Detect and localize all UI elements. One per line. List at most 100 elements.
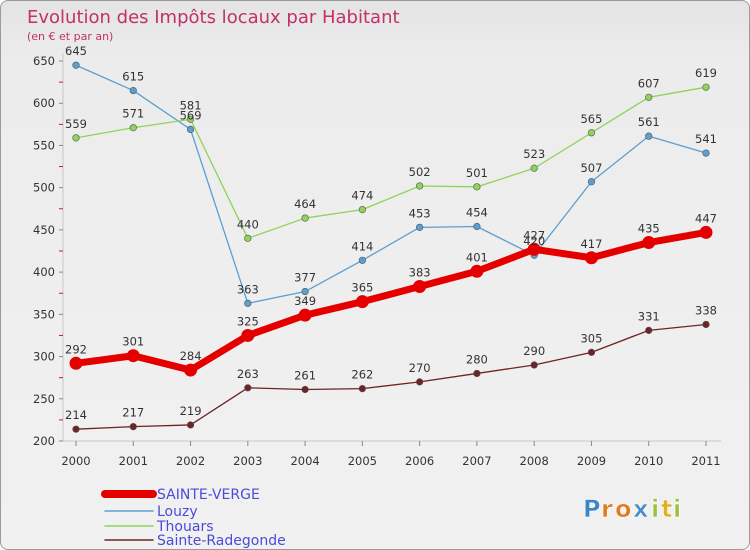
data-point-series-1 — [645, 132, 653, 140]
data-label: 280 — [466, 352, 488, 366]
y-tick-label: 400 — [33, 265, 55, 279]
data-point-series-3 — [129, 423, 137, 431]
data-point-series-2 — [645, 93, 653, 101]
data-point-series-2 — [473, 183, 481, 191]
data-label: 507 — [580, 161, 602, 175]
y-tick-label: 650 — [33, 54, 55, 68]
x-tick-label: 2011 — [691, 454, 720, 468]
data-label: 474 — [351, 189, 373, 203]
x-tick-label: 2000 — [61, 454, 90, 468]
logo-letter: t — [661, 495, 672, 523]
data-point-series-1 — [702, 149, 710, 157]
data-point-series-0 — [69, 356, 83, 370]
data-point-series-0 — [527, 242, 541, 256]
data-label: 523 — [523, 147, 545, 161]
logo-letter: r — [601, 495, 613, 523]
data-point-series-3 — [72, 425, 80, 433]
data-point-series-3 — [645, 326, 653, 334]
data-point-series-3 — [473, 369, 481, 378]
data-label: 365 — [351, 281, 373, 295]
axes: 200 250 300 350 400 450 500 550 600 650 2000 2001 20… — [33, 53, 721, 468]
y-tick-label: 550 — [33, 138, 55, 152]
data-label: 377 — [294, 271, 316, 285]
data-label: 619 — [695, 66, 717, 80]
y-tick-label: 600 — [33, 96, 55, 110]
data-point-series-3 — [358, 385, 366, 393]
data-label: 414 — [351, 239, 373, 253]
data-label: 263 — [237, 367, 259, 381]
data-label: 541 — [695, 132, 717, 146]
data-point-series-3 — [416, 378, 424, 386]
chart-title: Evolution des Impôts locaux par Habitant — [27, 7, 400, 28]
data-label: 645 — [65, 44, 87, 58]
x-tick-label: 2001 — [119, 454, 148, 468]
data-label: 501 — [466, 166, 488, 180]
data-label: 270 — [409, 361, 431, 375]
data-label: 338 — [695, 303, 717, 317]
data-point-series-0 — [241, 328, 255, 342]
y-tick-label: 250 — [33, 392, 55, 406]
x-tick-label: 2007 — [462, 454, 491, 468]
data-labels: 292 301 284 325 349 365 383 401 427 417 435 447 645 6… — [65, 44, 717, 422]
data-label: 420 — [523, 234, 545, 248]
data-point-series-0 — [642, 236, 656, 250]
data-label: 427 — [523, 228, 545, 242]
data-point-series-1 — [416, 223, 424, 231]
x-tick-label: 2009 — [577, 454, 606, 468]
data-point-series-0 — [699, 225, 713, 239]
data-point-series-2 — [244, 234, 252, 242]
data-label: 417 — [580, 237, 602, 251]
data-point-series-2 — [587, 129, 596, 137]
data-point-series-2 — [186, 115, 195, 123]
data-point-series-2 — [72, 134, 80, 142]
data-label: 464 — [294, 197, 316, 211]
data-point-series-0 — [355, 295, 369, 309]
data-label: 217 — [122, 406, 144, 420]
data-point-series-2 — [702, 83, 710, 91]
data-point-series-2 — [358, 206, 366, 214]
data-point-series-0 — [584, 251, 598, 265]
x-tick-label: 2004 — [290, 454, 319, 468]
x-tick-label: 2008 — [520, 454, 549, 468]
logo-letter: x — [633, 495, 649, 523]
data-point-series-1 — [129, 86, 137, 95]
y-tick-label: 500 — [33, 181, 55, 195]
data-point-series-1 — [244, 299, 252, 307]
data-point-series-2 — [301, 214, 309, 222]
legend-label: Louzy — [157, 504, 198, 520]
x-tick-label: 2006 — [405, 454, 434, 468]
data-label: 581 — [180, 98, 202, 112]
data-label: 502 — [409, 165, 431, 179]
data-point-series-0 — [413, 279, 427, 293]
data-point-series-2 — [416, 182, 424, 190]
data-point-series-1 — [186, 125, 195, 133]
data-label: 301 — [122, 335, 144, 349]
data-label: 454 — [466, 206, 488, 220]
data-label: 284 — [180, 349, 202, 363]
data-label: 607 — [638, 76, 660, 90]
data-point-series-0 — [298, 308, 312, 322]
data-label: 363 — [237, 282, 259, 296]
data-label: 325 — [237, 314, 259, 328]
data-point-series-1 — [72, 61, 80, 69]
series-line-3 — [75, 323, 707, 430]
data-label: 305 — [580, 331, 602, 345]
data-label: 453 — [409, 206, 431, 220]
data-label: 261 — [294, 368, 316, 382]
data-point-series-3 — [587, 348, 596, 356]
chart-subtitle: (en € et par an) — [27, 30, 113, 43]
data-label: 615 — [122, 70, 144, 84]
x-tick-label: 2005 — [348, 454, 377, 468]
data-label: 561 — [638, 115, 660, 129]
data-point-series-3 — [530, 361, 538, 369]
data-label: 262 — [351, 368, 373, 382]
series-layer — [69, 61, 713, 433]
data-point-series-2 — [129, 124, 137, 132]
series-line-0 — [72, 228, 710, 374]
data-point-series-0 — [126, 349, 140, 363]
data-point-series-1 — [587, 178, 596, 186]
data-point-series-3 — [301, 385, 309, 394]
